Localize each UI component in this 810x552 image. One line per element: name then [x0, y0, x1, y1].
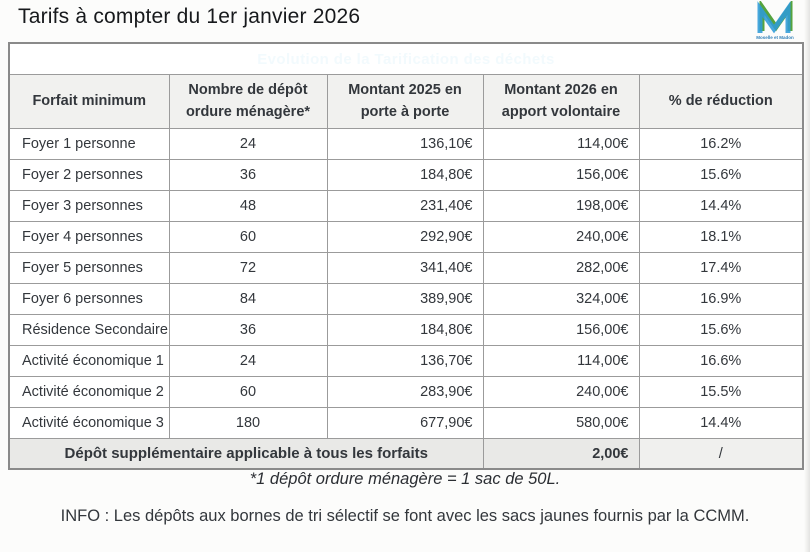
cell-montant-2025: 136,10€	[326, 128, 484, 160]
cell-forfait: Résidence Secondaire	[8, 314, 170, 346]
cell-montant-2025: 136,70€	[326, 345, 484, 377]
cell-depots: 60	[168, 376, 328, 408]
cell-montant-2025: 283,90€	[326, 376, 484, 408]
cell-depots: 180	[168, 407, 328, 439]
header-line: Montant 2025 en	[348, 82, 462, 99]
table-row: Foyer 2 personnes 36 184,80€ 156,00€ 15.…	[8, 159, 804, 191]
cell-montant-2026: 282,00€	[482, 252, 640, 284]
cell-montant-2026: 324,00€	[482, 283, 640, 315]
cell-forfait: Foyer 4 personnes	[8, 221, 170, 253]
page-title: Tarifs à compter du 1er janvier 2026	[18, 5, 361, 28]
cell-reduction: 17.4%	[638, 252, 804, 284]
cell-forfait: Foyer 5 personnes	[8, 252, 170, 284]
cell-forfait: Foyer 2 personnes	[8, 159, 170, 191]
footer-amount-2026: 2,00€	[482, 438, 640, 470]
cell-montant-2025: 231,40€	[326, 190, 484, 222]
col-header-depots: Nombre de dépôt ordure ménagère*	[168, 74, 328, 129]
cell-depots: 60	[168, 221, 328, 253]
cell-montant-2025: 184,80€	[326, 159, 484, 191]
table-header-row: Forfait minimum Nombre de dépôt ordure mé…	[8, 74, 804, 129]
ccmm-logo-icon: Moselle et Madon	[756, 1, 794, 40]
table-row: Activité économique 3 180 677,90€ 580,00…	[8, 407, 804, 439]
table-row: Foyer 4 personnes 60 292,90€ 240,00€ 18.…	[8, 221, 804, 253]
col-header-montant-2025: Montant 2025 en porte à porte	[326, 74, 484, 129]
cell-reduction: 16.6%	[638, 345, 804, 377]
cell-montant-2025: 677,90€	[326, 407, 484, 439]
logo-caption: Moselle et Madon	[756, 35, 794, 40]
footer-reduction-slash: /	[638, 438, 804, 470]
cell-montant-2025: 389,90€	[326, 283, 484, 315]
cell-forfait: Activité économique 2	[8, 376, 170, 408]
table-banner-row: Evolution de la Tarification des déchets	[8, 42, 804, 75]
table-row: Résidence Secondaire 36 184,80€ 156,00€ …	[8, 314, 804, 346]
cell-forfait: Foyer 3 personnes	[8, 190, 170, 222]
table-footer-row: Dépôt supplémentaire applicable à tous l…	[8, 438, 804, 470]
header-line: Nombre de dépôt	[188, 82, 308, 99]
cell-montant-2025: 292,90€	[326, 221, 484, 253]
table-row: Foyer 6 personnes 84 389,90€ 324,00€ 16.…	[8, 283, 804, 315]
table-banner: Evolution de la Tarification des déchets	[8, 42, 804, 75]
col-header-montant-2026: Montant 2026 en apport volontaire	[482, 74, 640, 129]
col-header-forfait: Forfait minimum	[8, 74, 170, 129]
cell-depots: 72	[168, 252, 328, 284]
header-line: % de réduction	[668, 92, 773, 109]
footer-label: Dépôt supplémentaire applicable à tous l…	[8, 438, 484, 470]
table-row: Activité économique 1 24 136,70€ 114,00€…	[8, 345, 804, 377]
info-line: INFO : Les dépôts aux bornes de tri séle…	[60, 507, 750, 525]
cell-montant-2026: 156,00€	[482, 159, 640, 191]
cell-depots: 48	[168, 190, 328, 222]
cell-montant-2026: 580,00€	[482, 407, 640, 439]
cell-montant-2026: 114,00€	[482, 128, 640, 160]
cell-forfait: Foyer 1 personne	[8, 128, 170, 160]
cell-reduction: 14.4%	[638, 407, 804, 439]
cell-montant-2025: 184,80€	[326, 314, 484, 346]
cell-depots: 84	[168, 283, 328, 315]
ccmm-logo: Moselle et Madon	[746, 1, 804, 41]
table-row: Foyer 1 personne 24 136,10€ 114,00€ 16.2…	[8, 128, 804, 160]
table-row: Activité économique 2 60 283,90€ 240,00€…	[8, 376, 804, 408]
cell-forfait: Activité économique 3	[8, 407, 170, 439]
cell-reduction: 15.5%	[638, 376, 804, 408]
cell-montant-2026: 114,00€	[482, 345, 640, 377]
tariff-table: Evolution de la Tarification des déchets…	[8, 42, 804, 470]
cell-reduction: 15.6%	[638, 159, 804, 191]
cell-montant-2026: 240,00€	[482, 221, 640, 253]
header-line: Forfait minimum	[32, 92, 147, 109]
cell-depots: 24	[168, 345, 328, 377]
cell-montant-2026: 156,00€	[482, 314, 640, 346]
cell-montant-2026: 240,00€	[482, 376, 640, 408]
cell-depots: 36	[168, 159, 328, 191]
cell-forfait: Activité économique 1	[8, 345, 170, 377]
table-row: Foyer 5 personnes 72 341,40€ 282,00€ 17.…	[8, 252, 804, 284]
col-header-reduction: % de réduction	[638, 74, 804, 129]
header-line: ordure ménagère*	[185, 103, 311, 120]
header-line: Montant 2026 en	[504, 82, 618, 99]
cell-depots: 24	[168, 128, 328, 160]
header-line: apport volontaire	[501, 103, 621, 120]
cell-montant-2025: 341,40€	[326, 252, 484, 284]
cell-depots: 36	[168, 314, 328, 346]
cell-reduction: 16.2%	[638, 128, 804, 160]
cell-reduction: 14.4%	[638, 190, 804, 222]
cell-montant-2026: 198,00€	[482, 190, 640, 222]
asterisk-note: *1 dépôt ordure ménagère = 1 sac de 50L.	[249, 470, 561, 488]
cell-reduction: 15.6%	[638, 314, 804, 346]
header-line: porte à porte	[360, 103, 450, 120]
cell-reduction: 18.1%	[638, 221, 804, 253]
cell-forfait: Foyer 6 personnes	[8, 283, 170, 315]
cell-reduction: 16.9%	[638, 283, 804, 315]
table-row: Foyer 3 personnes 48 231,40€ 198,00€ 14.…	[8, 190, 804, 222]
